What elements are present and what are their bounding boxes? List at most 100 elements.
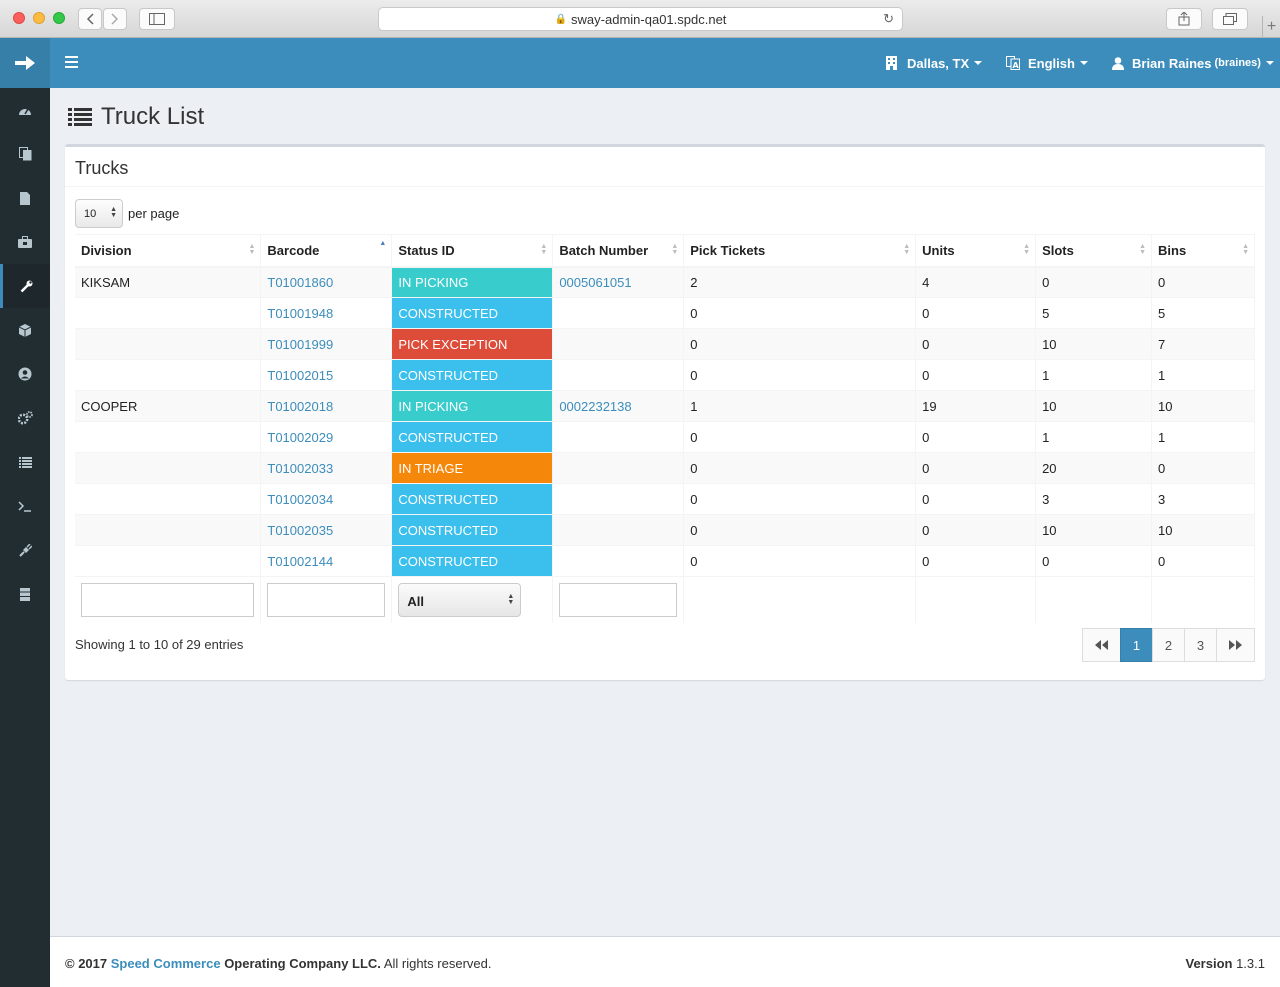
sidebar-item-plug[interactable] <box>0 528 50 572</box>
barcode-link[interactable]: T01001999 <box>267 336 334 352</box>
reload-icon[interactable]: ↻ <box>883 11 894 26</box>
column-header-status-id[interactable]: Status ID ▲ ▼ <box>391 234 554 268</box>
column-header-division[interactable]: Division ▲ ▼ <box>75 234 262 268</box>
language-dropdown[interactable]: A English <box>1006 38 1088 88</box>
last-page-button[interactable] <box>1216 628 1255 662</box>
status-cell: IN PICKING <box>391 266 554 298</box>
column-header-slots[interactable]: Slots ▲ ▼ <box>1035 234 1152 268</box>
column-header-pick-tickets[interactable]: Pick Tickets ▲ ▼ <box>683 234 917 268</box>
sidebar-item-server[interactable] <box>0 572 50 616</box>
status-cell: IN PICKING <box>391 390 554 422</box>
sidebar-item-briefcase[interactable] <box>0 220 50 264</box>
slots-cell: 0 <box>1035 266 1152 298</box>
entries-info: Showing 1 to 10 of 29 entries <box>75 637 244 652</box>
sidebar-item-file[interactable] <box>0 176 50 220</box>
bins-cell: 0 <box>1151 545 1255 577</box>
column-header-units[interactable]: Units ▲ ▼ <box>915 234 1037 268</box>
batch-cell <box>552 514 685 546</box>
batch-cell <box>552 328 685 360</box>
close-window-button[interactable] <box>13 12 25 24</box>
column-header-batch-number[interactable]: Batch Number ▲ ▼ <box>552 234 685 268</box>
file-icon <box>20 191 30 205</box>
sidebar-item-dashboard[interactable] <box>0 88 50 132</box>
division-cell <box>75 328 262 360</box>
per-page-select[interactable]: 10 ▲ ▼ <box>75 199 123 228</box>
batch-cell <box>552 421 685 453</box>
column-header-barcode[interactable]: Barcode ▲ <box>260 234 393 268</box>
barcode-link[interactable]: T01002035 <box>267 522 334 538</box>
sidebar-item-user[interactable] <box>0 352 50 396</box>
table-row: T01002029 CONSTRUCTED 0 0 1 1 <box>75 421 1255 453</box>
address-bar[interactable]: 🔒 sway-admin-qa01.spdc.net ↻ <box>378 7 903 31</box>
copy-icon <box>18 147 31 161</box>
sort-icon: ▲ ▼ <box>1139 243 1146 256</box>
back-button[interactable] <box>78 8 102 30</box>
barcode-link[interactable]: T01001948 <box>267 305 334 321</box>
barcode-cell: T01002029 <box>260 421 393 453</box>
barcode-cell: T01001860 <box>260 266 393 298</box>
filter-row: All ▲ ▼ <box>75 576 1255 623</box>
page-title-text: Truck List <box>101 103 205 130</box>
minimize-window-button[interactable] <box>33 12 45 24</box>
menu-toggle-button[interactable] <box>65 56 78 71</box>
units-cell: 0 <box>915 514 1037 546</box>
sidebar-item-settings[interactable] <box>0 396 50 440</box>
table-row: T01001999 PICK EXCEPTION 0 0 10 7 <box>75 328 1255 360</box>
batch-cell <box>552 545 685 577</box>
user-dropdown[interactable]: Brian Raines (braines) <box>1112 38 1274 88</box>
status-filter-select[interactable]: All ▲ ▼ <box>398 582 522 617</box>
table-header-row: Division ▲ ▼ Barcode ▲ Status ID ▲ ▼ Batch Nu… <box>75 234 1255 268</box>
location-dropdown[interactable]: Dallas, TX <box>886 38 983 88</box>
pick-tickets-cell: 0 <box>683 452 917 484</box>
forward-button[interactable] <box>103 8 127 30</box>
dashboard-icon <box>19 108 31 115</box>
batch-filter-input[interactable] <box>559 582 678 617</box>
first-page-button[interactable] <box>1082 628 1121 662</box>
division-cell <box>75 483 262 515</box>
page-button-3[interactable]: 3 <box>1184 628 1217 662</box>
status-cell: IN TRIAGE <box>391 452 554 484</box>
barcode-link[interactable]: T01001860 <box>267 274 334 290</box>
pick-tickets-cell: 0 <box>683 297 917 329</box>
barcode-link[interactable]: T01002015 <box>267 367 334 383</box>
slots-cell: 10 <box>1035 514 1152 546</box>
page-button-2[interactable]: 2 <box>1152 628 1185 662</box>
barcode-link[interactable]: T01002034 <box>267 491 334 507</box>
company-link[interactable]: Speed Commerce <box>110 956 221 971</box>
sidebar-toggle-button[interactable] <box>139 8 175 30</box>
slots-cell: 3 <box>1035 483 1152 515</box>
barcode-link[interactable]: T01002029 <box>267 429 334 445</box>
table-row: T01002034 CONSTRUCTED 0 0 3 3 <box>75 483 1255 515</box>
server-icon <box>20 587 30 601</box>
app-logo[interactable] <box>0 38 50 88</box>
division-filter-input[interactable] <box>81 582 255 617</box>
status-cell: PICK EXCEPTION <box>391 328 554 360</box>
share-button[interactable] <box>1166 8 1202 30</box>
table-row: T01002015 CONSTRUCTED 0 0 1 1 <box>75 359 1255 391</box>
sidebar-item-list[interactable] <box>0 440 50 484</box>
barcode-link[interactable]: T01002144 <box>267 553 334 569</box>
barcode-filter-input[interactable] <box>267 582 386 617</box>
list-icon <box>68 108 92 126</box>
division-cell <box>75 452 262 484</box>
sidebar-item-wrench[interactable] <box>0 264 50 308</box>
page-button-1[interactable]: 1 <box>1120 628 1153 662</box>
tabs-overview-button[interactable] <box>1212 8 1248 30</box>
sidebar-item-copy[interactable] <box>0 132 50 176</box>
barcode-link[interactable]: T01002018 <box>267 398 334 414</box>
barcode-cell: T01001999 <box>260 328 393 360</box>
batch-link[interactable]: 0005061051 <box>559 274 632 290</box>
sidebar-item-cube[interactable] <box>0 308 50 352</box>
batch-link[interactable]: 0002232138 <box>559 398 632 414</box>
page-title: Truck List <box>68 103 204 131</box>
zoom-window-button[interactable] <box>53 12 65 24</box>
copyright: © 2017 Speed Commerce Operating Company … <box>65 956 492 971</box>
trucks-box: Trucks 10 ▲ ▼ per page Division ▲ ▼ Barcode… <box>65 144 1265 680</box>
table-row: COOPER T01002018 IN PICKING 0002232138 1 19 10… <box>75 390 1255 422</box>
briefcase-icon <box>18 236 32 248</box>
units-cell: 4 <box>915 266 1037 298</box>
new-tab-button[interactable]: + <box>1262 16 1280 38</box>
sidebar-item-terminal[interactable] <box>0 484 50 528</box>
column-header-bins[interactable]: Bins ▲ ▼ <box>1151 234 1255 268</box>
barcode-link[interactable]: T01002033 <box>267 460 334 476</box>
